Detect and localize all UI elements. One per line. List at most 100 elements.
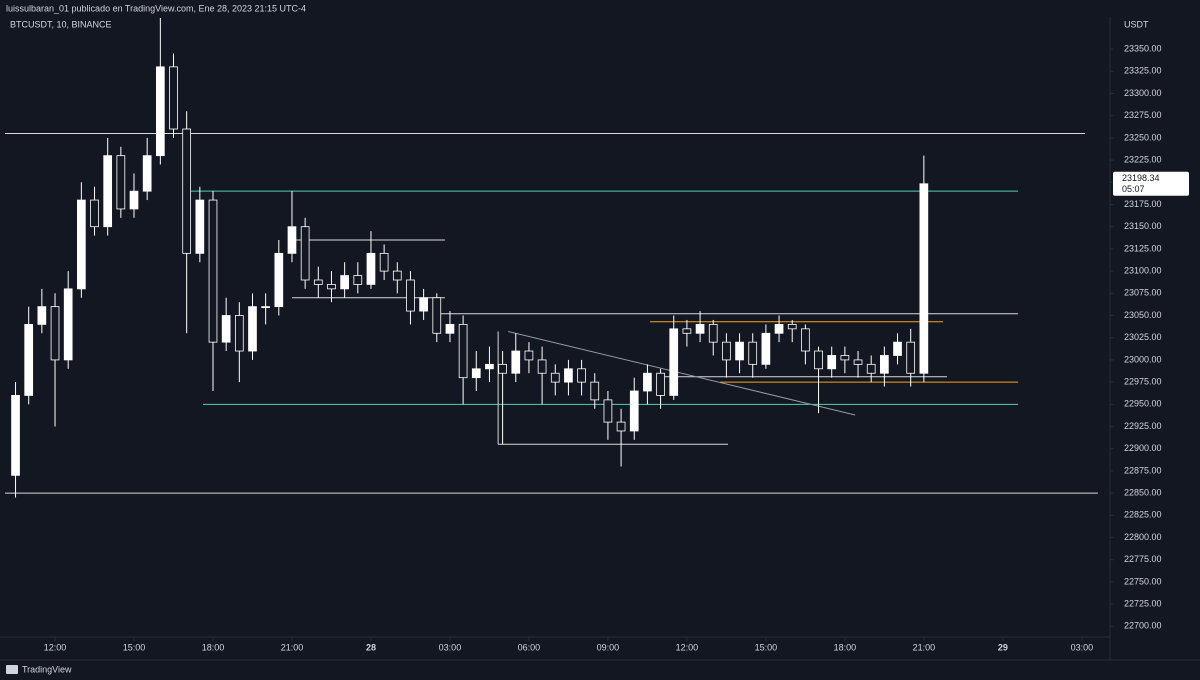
y-tick-label: 22900.00 (1124, 443, 1162, 453)
x-tick-label: 29 (998, 642, 1008, 652)
candle-body (169, 66, 178, 130)
candle-body (327, 284, 336, 290)
y-tick-label: 22800.00 (1124, 532, 1162, 542)
candle-body (866, 363, 876, 374)
y-tick-label: 22700.00 (1124, 621, 1162, 631)
candle-body (11, 395, 20, 476)
candle-body (142, 155, 152, 192)
y-tick-label: 23275.00 (1124, 110, 1162, 120)
footer-brand: TradingView (22, 664, 72, 674)
x-tick-label: 09:00 (597, 642, 620, 652)
candle-body (116, 155, 126, 210)
candle-body (24, 323, 34, 396)
candle-body (432, 297, 442, 334)
y-tick-label: 22975.00 (1124, 376, 1162, 386)
y-tick-label: 22775.00 (1124, 554, 1162, 564)
candle-body (208, 199, 218, 343)
candle-body (392, 270, 402, 281)
y-tick-label: 23100.00 (1124, 265, 1162, 275)
candle-body (603, 399, 613, 423)
last-price-box (1113, 171, 1189, 196)
candle-body (313, 279, 323, 285)
candle-body (682, 328, 692, 334)
logo (6, 665, 18, 674)
candle-body (182, 128, 192, 254)
candle-body (564, 368, 573, 383)
candle-body (774, 323, 784, 334)
candle-body (550, 372, 560, 383)
y-tick-label: 23325.00 (1124, 66, 1162, 76)
candle-body (840, 355, 850, 361)
candle-body (880, 355, 889, 374)
candle-body (761, 332, 771, 365)
candle-body (37, 306, 47, 325)
candle-body (853, 359, 863, 365)
y-tick-label: 22725.00 (1124, 599, 1162, 609)
candle-body (748, 341, 758, 365)
y-tick-label: 22950.00 (1124, 399, 1162, 409)
last-price: 23198.34 (1122, 173, 1160, 183)
candle-body (906, 341, 916, 374)
candle-body (300, 226, 310, 281)
y-tick-label: 23150.00 (1124, 221, 1162, 231)
candle-body (77, 199, 86, 290)
x-tick-label: 03:00 (439, 642, 462, 652)
y-tick-label: 22750.00 (1124, 576, 1162, 586)
candle-body (827, 355, 837, 370)
candle-body (221, 315, 231, 343)
candle-body (50, 306, 60, 361)
candle-body (708, 323, 718, 343)
candle-body (287, 226, 297, 254)
y-tick-label: 23300.00 (1124, 88, 1162, 98)
y-tick-label: 22875.00 (1124, 465, 1162, 475)
x-tick-label: 15:00 (123, 642, 146, 652)
y-tick-label: 23075.00 (1124, 288, 1162, 298)
x-tick-label: 21:00 (281, 642, 304, 652)
x-tick-label: 03:00 (1071, 642, 1094, 652)
candle-body (524, 350, 534, 361)
candle-body (274, 252, 284, 308)
candle-body (406, 279, 415, 312)
candle-body (471, 368, 481, 379)
candle-body (656, 372, 665, 396)
candle-body (366, 252, 376, 285)
candle-body (195, 199, 205, 254)
candle-body (90, 199, 99, 228)
x-tick-label: 15:00 (755, 642, 778, 652)
candle-body (261, 306, 271, 309)
y-tick-label: 23025.00 (1124, 332, 1162, 342)
candle-body (919, 183, 929, 374)
candle-body (419, 297, 428, 312)
candle-body (485, 363, 494, 370)
candle-body (129, 190, 139, 210)
candle-body (669, 328, 679, 396)
x-tick-label: 18:00 (202, 642, 225, 652)
plot (5, 18, 1098, 498)
candle-body (537, 359, 547, 374)
y-tick-label: 23125.00 (1124, 243, 1162, 253)
candle-body (379, 252, 389, 272)
y-tick-label: 23250.00 (1124, 132, 1162, 142)
candle-body (103, 155, 113, 228)
candle-body (616, 421, 626, 432)
candle-body (155, 66, 165, 157)
candle-body (498, 363, 507, 374)
candle-body (458, 323, 468, 379)
x-tick-label: 28 (366, 642, 376, 652)
candle-body (577, 368, 586, 383)
currency: USDT (1124, 19, 1149, 29)
header: luissulbaran_01 publicado en TradingView… (6, 3, 306, 13)
candle-body (787, 323, 797, 330)
x-tick-label: 06:00 (518, 642, 541, 652)
y-tick-label: 23350.00 (1124, 43, 1162, 53)
candle-body (234, 315, 244, 352)
x-tick-label: 12:00 (44, 642, 67, 652)
candle-body (735, 341, 744, 361)
candle-body (893, 341, 902, 356)
candle-body (801, 328, 810, 352)
y-tick-label: 23050.00 (1124, 310, 1162, 320)
candle-body (695, 323, 705, 334)
y-tick-label: 23225.00 (1124, 154, 1162, 164)
